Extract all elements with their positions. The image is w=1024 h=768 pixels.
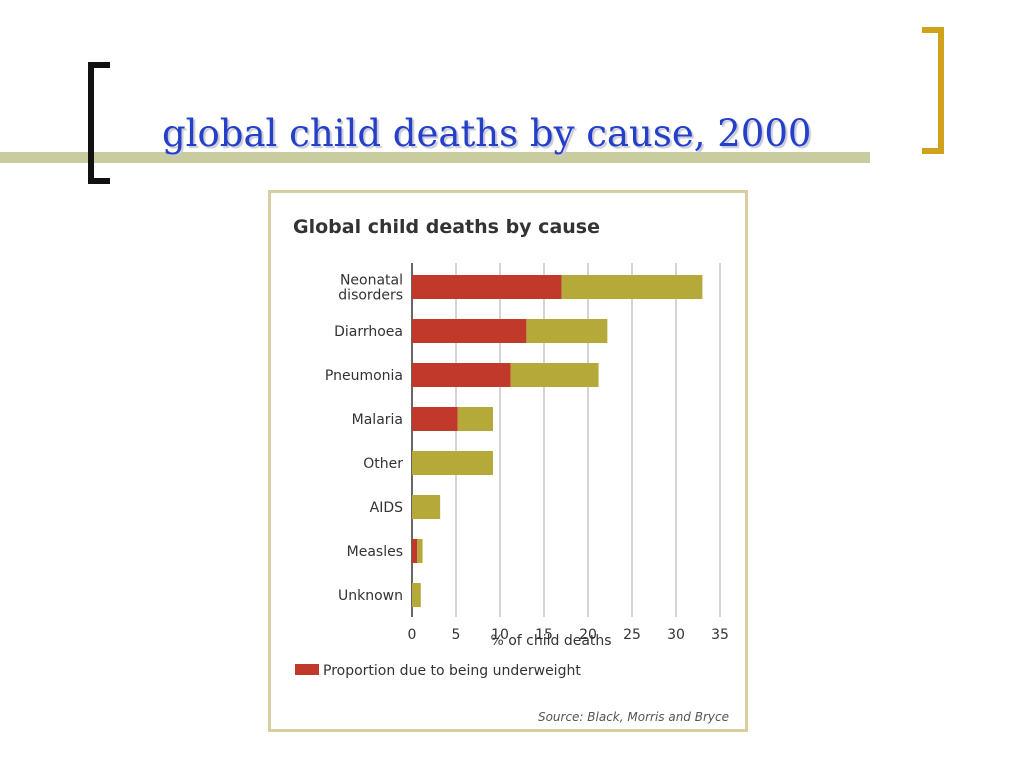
bar-other-segment [526,319,608,343]
category-label: Diarrhoea [334,324,403,340]
x-tick-label: 30 [667,627,685,643]
category-label: Neonatal disorders [338,273,403,304]
bar-other-segment [417,539,423,563]
bar-underweight-segment [412,363,511,387]
x-tick-label: 0 [408,627,417,643]
x-tick-label: 15 [535,627,553,643]
x-tick-label: 10 [491,627,509,643]
chart-source: Source: Black, Morris and Bryce [538,710,729,724]
bar-other-segment [510,363,599,387]
category-label: Malaria [352,412,403,428]
category-label: Other [363,456,403,472]
bar-chart: Global child deaths by cause Neonatal dis… [293,216,729,724]
chart-title: Global child deaths by cause [293,216,600,238]
category-label: AIDS [370,500,403,516]
x-tick-label: 20 [579,627,597,643]
bar-other-segment [412,495,441,519]
legend-swatch [295,664,319,675]
x-tick-label: 35 [711,627,729,643]
title-underline-bar [0,152,870,163]
bar-other-segment [457,407,493,431]
x-tick-label: 5 [452,627,461,643]
legend-label: Proportion due to being underweight [323,663,581,679]
right-bracket-decoration [922,27,944,154]
bar-underweight-segment [412,539,418,563]
chart-panel: Global child deaths by cause Neonatal dis… [268,190,748,732]
x-tick-label: 25 [623,627,641,643]
left-bracket-decoration [88,62,110,184]
category-label: Measles [347,544,403,560]
category-label: Pneumonia [325,368,403,384]
bar-underweight-segment [412,407,458,431]
bar-other-segment [412,583,421,607]
bar-other-segment [412,451,493,475]
x-axis-label: % of child deaths [490,633,611,649]
bar-underweight-segment [412,275,562,299]
bar-other-segment [561,275,703,299]
bar-underweight-segment [412,319,527,343]
category-label: Unknown [338,588,403,604]
slide-title: global child deaths by cause, 2000 [162,112,812,155]
